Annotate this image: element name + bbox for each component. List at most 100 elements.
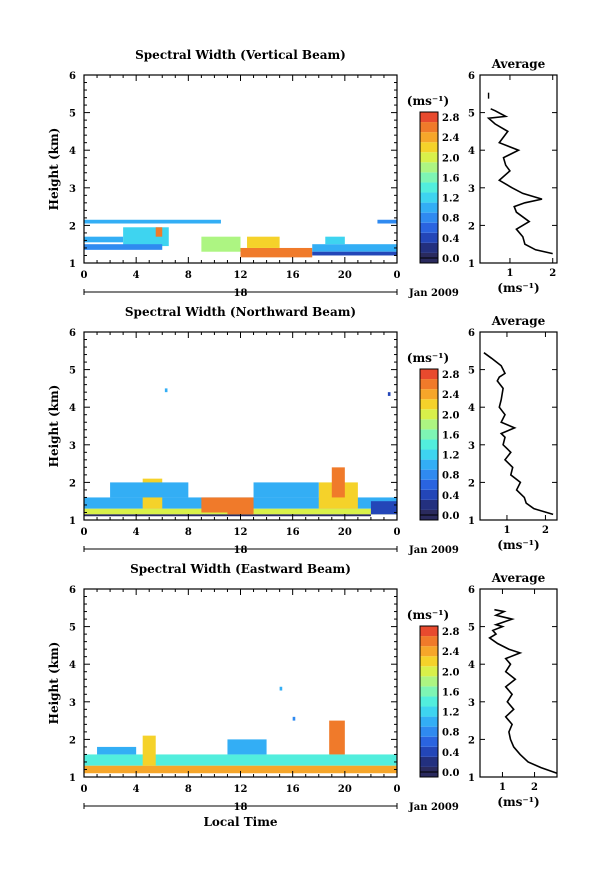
y-axis: 1 2 3 4 5 6 xyxy=(69,585,397,784)
x-tick-label: 20 xyxy=(338,270,352,281)
x-tick-label: 16 xyxy=(286,527,300,538)
heatmap-cell xyxy=(227,739,267,755)
colorbar-frame xyxy=(419,625,439,778)
average-panel: Average 1 2 3 4 5 6 1 2 (ms⁻¹) xyxy=(468,57,558,295)
average-title: Average xyxy=(491,314,546,328)
colorbar-tick-label: 1.2 xyxy=(442,708,459,719)
colorbar-swatch xyxy=(420,222,438,233)
x-tick-label: 20 xyxy=(338,784,352,795)
colorbar-swatch xyxy=(420,112,438,123)
colorbar-swatch xyxy=(420,686,438,697)
y-tick-label: 6 xyxy=(69,585,76,596)
average-y-tick-label: 5 xyxy=(468,623,475,634)
heatmap-cell xyxy=(377,219,397,224)
colorbar: (ms⁻¹) 2.8 2.4 2.0 1.6 1.2 0.8 0.4 0.0 xyxy=(407,608,460,779)
average-y-tick-label: 1 xyxy=(468,259,475,270)
heatmap-cell xyxy=(370,501,397,515)
colorbar-tick-label: 1.2 xyxy=(442,194,459,205)
x-tick-label: 12 xyxy=(234,270,248,281)
colorbar-tick-label: 0.0 xyxy=(442,254,459,265)
x-tick-label: 0 xyxy=(394,527,401,538)
colorbar-swatch xyxy=(420,122,438,133)
colorbar: (ms⁻¹) 2.8 2.4 2.0 1.6 1.2 0.8 0.4 0.0 xyxy=(407,351,460,522)
date-bar: 18 Jan 2009 xyxy=(83,802,459,813)
colorbar-swatch xyxy=(420,409,438,420)
x-tick-label: 8 xyxy=(185,270,192,281)
colorbar-swatch xyxy=(420,389,438,400)
colorbar-tick-label: 2.0 xyxy=(442,410,459,421)
colorbar-swatch xyxy=(420,746,438,757)
x-axis: 0 4 8 12 16 20 0 xyxy=(81,589,401,795)
colorbar-swatch xyxy=(420,449,438,460)
colorbar-swatch xyxy=(420,499,438,510)
average-panel: Average 1 2 3 4 5 6 1 2 (ms⁻¹) xyxy=(468,571,558,809)
y-tick-label: 6 xyxy=(69,328,76,339)
heatmap-cell xyxy=(84,765,397,774)
average-y-tick-label: 3 xyxy=(468,698,475,709)
colorbar-tick-label: 0.8 xyxy=(442,471,459,482)
average-y-tick-label: 1 xyxy=(468,773,475,784)
colorbar-tick-label: 1.6 xyxy=(442,430,459,441)
colorbar-tick-label: 2.0 xyxy=(442,667,459,678)
average-frame xyxy=(479,331,558,521)
x-axis: 0 4 8 12 16 20 0 xyxy=(81,75,401,281)
colorbar-swatch xyxy=(420,656,438,667)
heatmap-cell xyxy=(227,504,254,515)
average-x-label: (ms⁻¹) xyxy=(497,795,539,809)
chart-title: Spectral Width (Northward Beam) xyxy=(125,305,356,319)
colorbar-swatch xyxy=(420,232,438,243)
colorbar-tick-label: 2.4 xyxy=(442,133,459,144)
colorbar-swatch xyxy=(420,242,438,253)
y-tick-label: 4 xyxy=(69,660,76,671)
x-tick-label: 20 xyxy=(338,527,352,538)
date-suffix: Jan 2009 xyxy=(408,288,459,299)
colorbar-frame xyxy=(419,368,439,521)
x-axis: 0 4 8 12 16 20 0 xyxy=(81,332,401,538)
colorbar-swatch xyxy=(420,379,438,390)
x-tick-label: 0 xyxy=(81,527,88,538)
average-profile-line xyxy=(488,608,558,774)
colorbar-tick-label: 2.8 xyxy=(442,627,459,638)
colorbar-unit: (ms⁻¹) xyxy=(407,94,449,108)
y-tick-label: 6 xyxy=(69,71,76,82)
colorbar-tick-label: 0.4 xyxy=(442,234,459,245)
average-y-tick-label: 2 xyxy=(468,221,475,232)
colorbar-tick-label: 2.0 xyxy=(442,153,459,164)
average-frame xyxy=(479,74,558,264)
heatmap-cell xyxy=(142,735,156,766)
colorbar-unit: (ms⁻¹) xyxy=(407,351,449,365)
colorbar-tick-label: 0.8 xyxy=(442,214,459,225)
average-x-tick-label: 2 xyxy=(549,268,556,279)
heatmap-cell xyxy=(164,388,168,393)
average-title: Average xyxy=(491,571,546,585)
heatmap-cell xyxy=(331,467,345,498)
colorbar-swatch xyxy=(420,132,438,143)
average-y-tick-label: 4 xyxy=(468,146,475,157)
heatmap-cell xyxy=(84,754,397,766)
heatmap-cell xyxy=(201,236,241,252)
heatmap-cells xyxy=(84,686,397,774)
colorbar-swatch xyxy=(420,429,438,440)
colorbar-tick-label: 2.8 xyxy=(442,370,459,381)
x-tick-label: 0 xyxy=(81,784,88,795)
colorbar-swatch xyxy=(420,706,438,717)
x-tick-label: 12 xyxy=(234,527,248,538)
heatmap-cell xyxy=(84,244,163,250)
panel-1: Spectral Width (Vertical Beam)123456Heig… xyxy=(47,48,558,299)
average-y-tick-label: 1 xyxy=(468,516,475,527)
colorbar-swatch xyxy=(420,162,438,173)
colorbar-swatch xyxy=(420,489,438,500)
heatmap-cell xyxy=(240,247,313,258)
colorbar-swatch xyxy=(420,736,438,747)
colorbar-tick-label: 2.8 xyxy=(442,113,459,124)
panel-3: Spectral Width (Eastward Beam)123456Heig… xyxy=(47,562,558,829)
heatmap-cell xyxy=(329,720,345,755)
colorbar-tick-label: 2.4 xyxy=(442,647,459,658)
date-label: 18 xyxy=(234,288,248,299)
average-x-tick-label: 2 xyxy=(531,782,538,793)
heatmap-cells xyxy=(84,388,397,517)
colorbar-swatch xyxy=(420,726,438,737)
x-tick-label: 4 xyxy=(133,784,140,795)
y-tick-label: 1 xyxy=(69,516,76,527)
